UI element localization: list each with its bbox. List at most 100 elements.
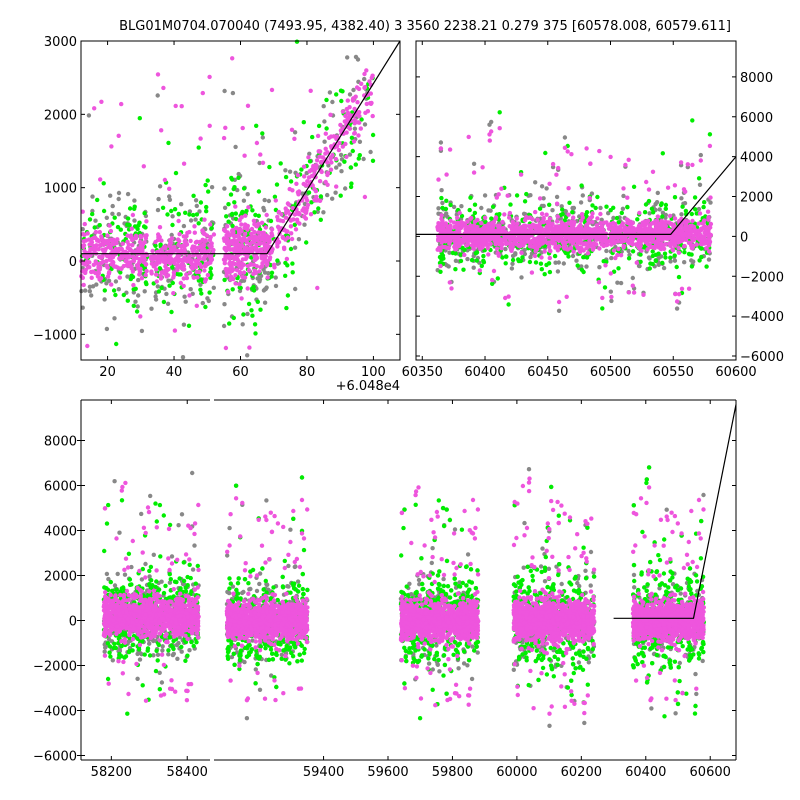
data-point [686, 286, 692, 291]
data-point [260, 236, 265, 241]
data-point [200, 237, 205, 242]
data-point [253, 331, 258, 336]
data-point [333, 156, 339, 162]
data-point [252, 229, 257, 235]
data-point [615, 239, 621, 244]
data-point [237, 282, 242, 287]
data-point [697, 211, 703, 216]
data-point [570, 210, 575, 215]
data-point [684, 223, 689, 228]
data-point [472, 202, 478, 207]
data-point [352, 121, 357, 126]
data-point [449, 286, 454, 291]
data-point [184, 242, 190, 247]
data-point [192, 230, 197, 235]
data-point [647, 226, 652, 231]
data-point [108, 237, 113, 243]
data-point [495, 251, 500, 256]
data-point [506, 302, 511, 307]
data-point [315, 209, 320, 214]
data-point [338, 152, 344, 158]
data-point [349, 181, 354, 186]
data-point [690, 162, 695, 168]
data-point [172, 257, 178, 262]
data-point [305, 202, 311, 208]
data-point [284, 208, 289, 213]
data-point [201, 242, 206, 247]
data-point [621, 193, 626, 199]
data-point [252, 222, 257, 227]
data-point [352, 126, 358, 131]
data-point [539, 220, 544, 225]
data-point [325, 172, 330, 178]
data-point [597, 246, 602, 251]
data-point [480, 165, 485, 170]
data-point [275, 214, 280, 220]
data-point [251, 240, 256, 245]
data-point [89, 275, 94, 280]
data-point [533, 180, 538, 185]
data-point [683, 227, 689, 232]
data-point [247, 345, 252, 350]
data-point [292, 245, 298, 250]
data-point [166, 652, 171, 657]
data-point [689, 223, 694, 228]
data-point [604, 248, 609, 254]
data-point [494, 246, 500, 251]
data-point [359, 117, 364, 122]
data-point [83, 262, 88, 267]
data-point [294, 181, 299, 186]
data-point [160, 644, 165, 649]
data-point [444, 198, 449, 203]
data-point [228, 192, 234, 197]
data-point [600, 295, 605, 301]
data-point [182, 239, 187, 244]
data-point [544, 186, 549, 191]
data-point [209, 244, 214, 249]
data-point [493, 234, 499, 240]
data-point [556, 308, 562, 313]
data-point [155, 284, 160, 289]
data-point [337, 140, 342, 146]
data-point [232, 200, 237, 205]
data-point [244, 245, 249, 250]
data-point [112, 583, 118, 588]
data-point [581, 255, 586, 260]
data-point [560, 211, 565, 217]
data-point [107, 270, 112, 275]
data-point [109, 144, 114, 149]
data-point [471, 161, 477, 166]
data-point [571, 249, 576, 254]
data-point [487, 138, 492, 143]
data-point [165, 273, 171, 278]
data-point [563, 229, 568, 234]
data-point [235, 187, 240, 193]
data-point [638, 240, 643, 246]
data-point [539, 184, 545, 189]
data-point [162, 268, 168, 273]
data-point [535, 217, 540, 222]
data-point [547, 219, 552, 224]
data-point [179, 104, 184, 109]
data-point [181, 267, 186, 272]
data-point [436, 206, 441, 211]
data-point [166, 648, 171, 653]
data-point [230, 223, 235, 229]
data-point [668, 255, 673, 260]
data-point [621, 243, 626, 249]
data-point [672, 253, 677, 258]
data-point [264, 212, 269, 218]
y-tick-label: 1000 [44, 182, 77, 197]
data-point [234, 268, 240, 273]
data-point [301, 181, 306, 187]
data-point [323, 146, 328, 151]
data-point [438, 146, 444, 151]
data-point [467, 207, 472, 213]
data-point [92, 235, 97, 240]
data-point [554, 172, 559, 177]
data-point [707, 237, 712, 243]
data-point [629, 236, 634, 242]
data-point [306, 190, 312, 195]
data-point [499, 186, 504, 191]
data-point [676, 292, 682, 297]
